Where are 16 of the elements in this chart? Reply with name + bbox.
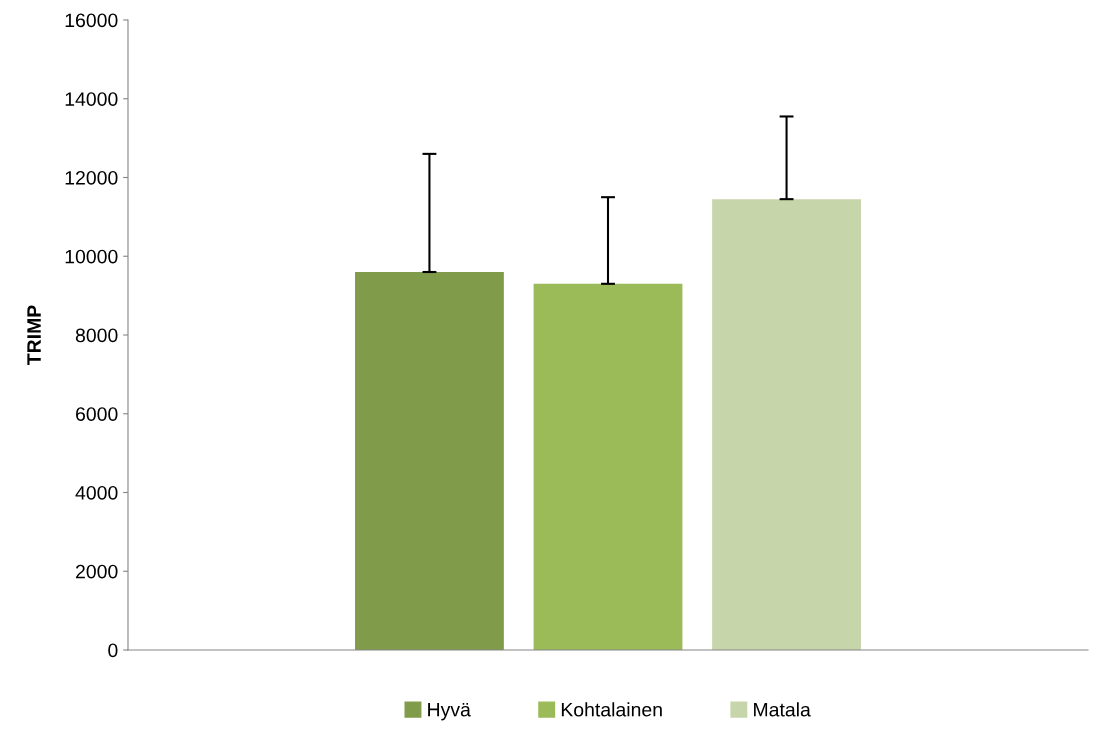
y-tick-label: 2000 xyxy=(76,564,118,579)
y-tick-label: 14000 xyxy=(65,92,118,106)
legend-label: Kohtalainen xyxy=(561,702,662,717)
bar xyxy=(355,272,504,650)
legend-label: Hyvä xyxy=(428,702,471,721)
bar xyxy=(533,283,683,650)
y-tick-label: 4000 xyxy=(75,485,118,500)
legend-label: Matala xyxy=(754,702,811,717)
y-axis-title: TRIMP xyxy=(27,305,41,366)
y-tick-label: 16000 xyxy=(65,13,118,28)
y-tick-label: 6000 xyxy=(76,407,118,421)
y-tick-label: 0 xyxy=(108,643,118,658)
y-tick-label: 12000 xyxy=(65,170,118,185)
bar xyxy=(712,199,861,650)
y-tick-label: 8000 xyxy=(75,328,118,343)
y-tick-label: 10000 xyxy=(65,249,118,264)
